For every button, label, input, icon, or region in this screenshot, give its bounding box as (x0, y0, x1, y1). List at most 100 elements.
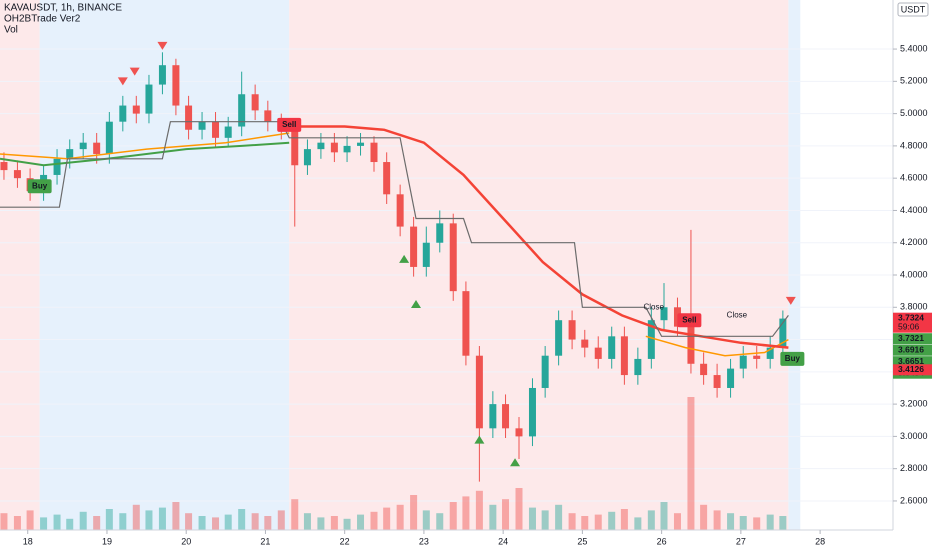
candle-body (93, 142, 101, 154)
volume-bar (370, 511, 378, 530)
candle-body (0, 162, 8, 171)
volume-bar (79, 511, 87, 530)
signal-label-box (27, 179, 52, 194)
candle-body (449, 223, 457, 292)
candle-body (647, 320, 655, 359)
candle-body (198, 121, 206, 130)
candle-body (303, 149, 311, 166)
y-tick-label: 5.0000 (900, 108, 928, 118)
volume-bar (449, 502, 457, 530)
candle-body (436, 223, 444, 243)
candle-body (317, 142, 325, 150)
volume-bar (608, 511, 616, 530)
volume-bar (502, 499, 510, 530)
candle-body (713, 375, 721, 388)
volume-bar (264, 516, 272, 530)
x-tick-label: 19 (102, 536, 112, 546)
zone (289, 0, 789, 530)
price-tag-label: 3.7324 (898, 312, 924, 322)
candle-body (410, 226, 418, 267)
currency: USDT (901, 4, 926, 14)
y-tick-label: 5.4000 (900, 43, 928, 53)
y-tick-label: 4.2000 (900, 237, 928, 247)
volume-bar (739, 516, 747, 530)
volume-bar (40, 517, 48, 530)
x-tick-label: 24 (498, 536, 508, 546)
volume-bar (343, 518, 351, 530)
x-tick-label: 23 (419, 536, 429, 546)
y-tick-label: 4.6000 (900, 173, 928, 183)
candle-body (79, 142, 87, 150)
x-tick-label: 25 (577, 536, 587, 546)
candle-body (145, 84, 153, 114)
candle-body (158, 65, 166, 85)
volume-bar (291, 499, 299, 530)
candle-body (620, 336, 628, 376)
x-tick-label: 28 (815, 536, 825, 546)
indicator-line (0, 121, 789, 337)
candle-body (357, 142, 365, 146)
close-label: Close (643, 302, 664, 311)
x-tick-label: 26 (657, 536, 667, 546)
signal-label-box (780, 351, 805, 366)
candle-body (779, 318, 787, 348)
candle-body (515, 428, 523, 437)
price-tag (893, 356, 932, 368)
volume-bar (422, 510, 430, 530)
candle-body (608, 336, 616, 359)
candle-body (541, 355, 549, 388)
price-tag (893, 344, 932, 356)
volume-bar (410, 495, 418, 530)
candle-body (422, 242, 430, 267)
volume-bar (105, 509, 113, 530)
candle-body (568, 320, 576, 340)
x-tick-label: 21 (260, 536, 270, 546)
volume-bar (541, 510, 549, 530)
currency-box[interactable] (897, 2, 929, 17)
y-tick-label: 2.6000 (900, 495, 928, 505)
signal-label-box (677, 313, 702, 328)
volume-bar (0, 513, 8, 530)
indicator-name: Vol (4, 25, 18, 36)
y-tick-label: 3.8000 (900, 302, 928, 312)
candle-body (489, 404, 497, 429)
candle-body (502, 404, 510, 429)
volume-bar (330, 516, 338, 530)
signal-triangle (474, 435, 485, 444)
price-tag-label: 3.4126 (898, 364, 924, 374)
y-tick-label: 4.4000 (900, 205, 928, 215)
signal-triangle (399, 254, 410, 263)
signal-triangle (157, 41, 168, 50)
volume-bar (119, 513, 127, 530)
candle-body (555, 320, 563, 356)
price-tag-label: 3.6651 (898, 356, 924, 366)
candle-body (185, 105, 193, 130)
x-tick-label: 20 (181, 536, 191, 546)
candle-body (238, 94, 246, 127)
candle-body (581, 339, 589, 348)
volume-bar (528, 507, 536, 530)
x-tick-label: 27 (736, 536, 746, 546)
candle-body (594, 347, 602, 359)
volume-bar (172, 502, 180, 530)
y-tick-label: 5.2000 (900, 76, 928, 86)
y-tick-label: 3.2000 (900, 398, 928, 408)
volume-bar (251, 513, 259, 530)
volume-bar (634, 517, 642, 530)
candle-body (370, 142, 378, 163)
volume-bar (620, 509, 628, 530)
volume-bar (779, 516, 787, 530)
volume-bar (687, 397, 695, 530)
volume-bar (93, 516, 101, 530)
x-tick-label: 18 (23, 536, 33, 546)
signal-triangle (117, 77, 128, 86)
signal-triangle (129, 67, 140, 76)
volume-bar (303, 513, 311, 530)
volume-bar (26, 510, 34, 530)
volume-bar (647, 510, 655, 530)
chart-title: KAVAUSDT, 1h, BINANCE (4, 3, 122, 14)
volume-bar (766, 514, 774, 530)
candle-body (660, 307, 668, 321)
candle-body (53, 158, 61, 175)
